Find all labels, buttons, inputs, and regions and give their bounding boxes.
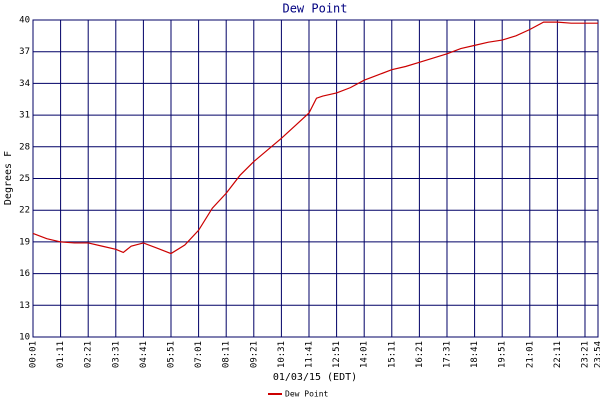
x-tick-label: 19:51 bbox=[498, 341, 508, 368]
x-tick-label: 05:51 bbox=[166, 341, 176, 368]
x-tick-label: 04:41 bbox=[139, 341, 149, 368]
y-tick-label: 31 bbox=[19, 111, 30, 121]
x-tick-label: 01:11 bbox=[56, 341, 66, 368]
x-tick-label: 08:11 bbox=[222, 341, 232, 368]
x-tick-label: 12:51 bbox=[332, 341, 342, 368]
y-axis-label: Degrees F bbox=[3, 151, 14, 205]
x-tick-label: 02:21 bbox=[84, 341, 94, 368]
y-tick-label: 10 bbox=[19, 333, 30, 343]
x-tick-label: 17:31 bbox=[442, 341, 452, 368]
x-tick-label: 11:41 bbox=[304, 341, 314, 368]
x-tick-label: 09:21 bbox=[249, 341, 259, 368]
x-tick-label: 15:11 bbox=[387, 341, 397, 368]
y-tick-label: 13 bbox=[19, 301, 30, 311]
x-tick-label: 18:41 bbox=[470, 341, 480, 368]
y-tick-label: 37 bbox=[19, 47, 30, 57]
y-tick-label: 19 bbox=[19, 237, 30, 247]
x-tick-label: 14:01 bbox=[360, 341, 370, 368]
x-tick-label: 00:01 bbox=[29, 341, 39, 368]
y-tick-label: 34 bbox=[19, 79, 30, 89]
y-tick-label: 40 bbox=[19, 16, 30, 26]
x-tick-label: 03:31 bbox=[111, 341, 121, 368]
x-tick-label: 22:11 bbox=[553, 341, 563, 368]
x-axis-label: 01/03/15 (EDT) bbox=[273, 372, 357, 383]
x-tick-label: 07:01 bbox=[194, 341, 204, 368]
legend-label: Dew Point bbox=[285, 390, 329, 399]
x-tick-label: 10:31 bbox=[277, 341, 287, 368]
y-tick-label: 25 bbox=[19, 174, 30, 184]
x-tick-label: 23:21 bbox=[580, 341, 590, 368]
x-tick-label: 21:01 bbox=[525, 341, 535, 368]
data-line bbox=[32, 21, 598, 255]
y-tick-label: 28 bbox=[19, 142, 30, 152]
x-tick-label: 23:54 bbox=[594, 341, 600, 368]
y-tick-label: 22 bbox=[19, 206, 30, 216]
x-tick-label: 16:21 bbox=[415, 341, 425, 368]
y-tick-label: 16 bbox=[19, 269, 30, 279]
chart-title: Dew Point bbox=[282, 2, 347, 16]
